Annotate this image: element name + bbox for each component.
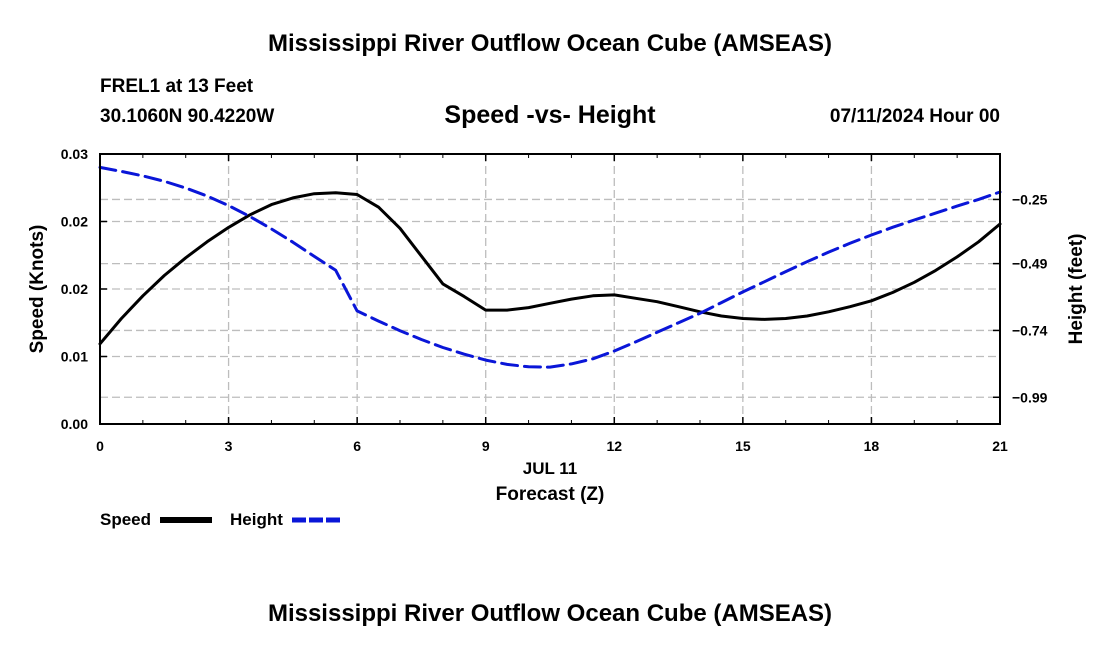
series-line-speed <box>98 191 1002 346</box>
y-right-tick-label: −0.25 <box>1012 191 1048 207</box>
y-axis-title-right: Height (feet) <box>1066 234 1087 345</box>
series-line-height <box>98 165 1002 369</box>
x-tick-label: 15 <box>735 438 751 454</box>
y-left-tick-label: 0.03 <box>61 146 88 162</box>
station-label: FREL1 at 13 Feet <box>100 76 254 97</box>
chart-title: Mississippi River Outflow Ocean Cube (AM… <box>267 30 833 57</box>
y-left-tick-label: 0.02 <box>61 281 88 297</box>
footer-title: Mississippi River Outflow Ocean Cube (AM… <box>267 600 833 627</box>
y-axis-title-left: Speed (Knots) <box>27 225 48 354</box>
y-left-tick-label: 0.00 <box>61 416 88 432</box>
x-tick-label: 9 <box>482 438 490 454</box>
datetime-label: 07/11/2024 Hour 00 <box>829 106 1000 127</box>
x-tick-label: 21 <box>992 438 1008 454</box>
date-label: JUL 11 <box>523 459 578 478</box>
y-right-tick-label: −0.74 <box>1012 322 1048 338</box>
x-tick-label: 0 <box>96 438 104 454</box>
legend-label-speed: Speed <box>100 510 151 529</box>
chart-subtitle: Speed -vs- Height <box>444 101 656 129</box>
y-left-tick-label: 0.02 <box>61 214 88 230</box>
x-tick-label: 6 <box>353 438 361 454</box>
x-tick-label: 18 <box>864 438 880 454</box>
x-tick-label: 3 <box>225 438 233 454</box>
x-axis-title: Forecast (Z) <box>496 484 605 505</box>
legend-label-height: Height <box>230 510 283 529</box>
x-tick-label: 12 <box>606 438 622 454</box>
y-right-tick-label: −0.49 <box>1012 256 1048 272</box>
location-label: 30.1060N 90.4220W <box>100 106 275 127</box>
y-left-tick-label: 0.01 <box>61 349 88 365</box>
y-right-tick-label: −0.99 <box>1012 389 1048 405</box>
legend: Speed Height <box>100 510 342 529</box>
